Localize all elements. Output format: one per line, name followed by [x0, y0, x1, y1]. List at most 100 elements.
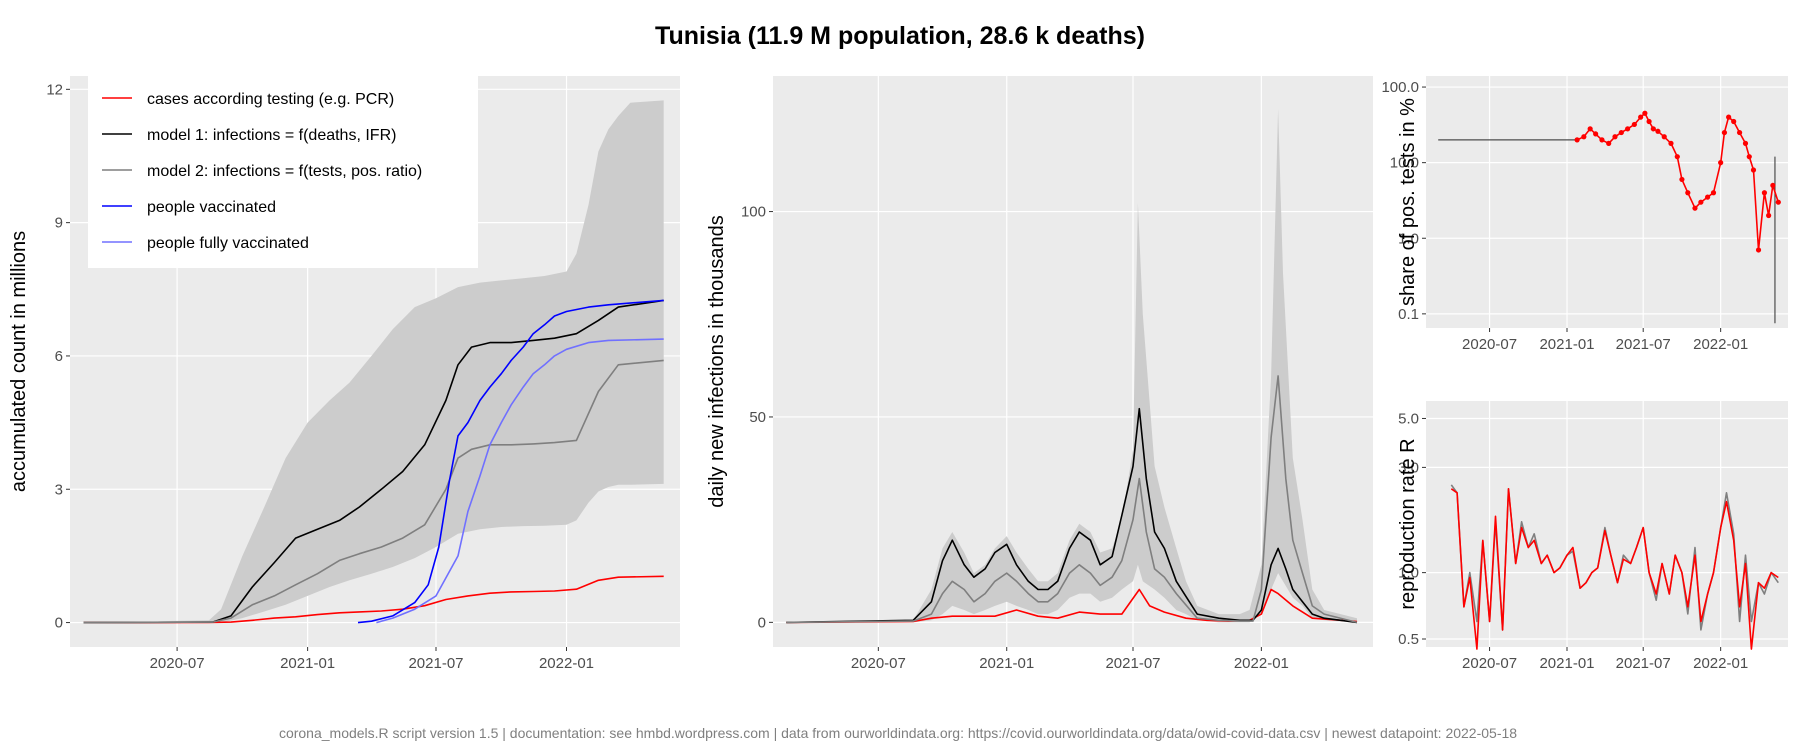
- x-tick-label: 2021-01: [979, 655, 1034, 672]
- y-tick-label: 3: [55, 481, 63, 498]
- accumulated-count-chart: 0 3 6 9 12 2020-07 2021-01 2021-07 2022-01 accumu…: [8, 76, 680, 672]
- uncertainty-ribbon: [786, 108, 1357, 623]
- data-point: [1625, 126, 1631, 132]
- x-tick-label: 2021-07: [408, 655, 463, 672]
- data-point: [1766, 212, 1772, 219]
- data-point: [1646, 118, 1652, 125]
- x-tick-label: 2022-01: [1234, 655, 1289, 672]
- y-tick-label: 10.0: [1390, 155, 1419, 172]
- data-point: [1692, 205, 1698, 211]
- data-point: [1668, 140, 1674, 146]
- data-point: [1650, 126, 1656, 132]
- y-tick-label: 100: [741, 204, 766, 221]
- y-tick-label: 12: [46, 81, 63, 98]
- y-tick-label: 0.1: [1398, 306, 1419, 323]
- x-tick-label: 2020-07: [1462, 655, 1517, 672]
- chart-title: Tunisia (11.9 M population, 28.6 k death…: [655, 22, 1145, 50]
- plot-panel: [1426, 401, 1788, 647]
- plot-panel: [1426, 76, 1788, 328]
- x-tick-label: 2021-01: [1539, 336, 1594, 353]
- footer-note: corona_models.R script version 1.5 | doc…: [279, 725, 1517, 741]
- x-tick-label: 2021-01: [280, 655, 335, 672]
- x-tick-label: 2021-07: [1616, 655, 1671, 672]
- data-point: [1618, 129, 1624, 136]
- data-point: [1718, 160, 1724, 166]
- data-point: [1710, 190, 1717, 196]
- data-point: [1574, 137, 1580, 143]
- x-tick-label: 2020-07: [1462, 336, 1517, 353]
- legend-label: model 2: infections = f(tests, pos. rati…: [147, 163, 422, 180]
- legend: cases according testing (e.g. PCR) model …: [88, 76, 478, 268]
- legend-label: people fully vaccinated: [147, 235, 309, 252]
- y-tick-label: 0.5: [1398, 631, 1419, 648]
- series-line-model-1-infections-f-deaths-ifr: [83, 299, 664, 624]
- data-point: [1679, 176, 1685, 183]
- series-line-people-vaccinated: [357, 299, 664, 624]
- legend-label: people vaccinated: [147, 199, 276, 216]
- data-point: [1638, 114, 1644, 120]
- data-point: [1642, 110, 1648, 116]
- series-line-series-1: [1450, 487, 1779, 650]
- y-tick-label: 3.0: [1398, 459, 1419, 476]
- y-axis-title: accumulated count in millions: [8, 231, 30, 492]
- positive-test-share-chart: 0.1 1.0 10.0 100.0 2020-07 2021-01 2021-07 2022…: [1381, 76, 1788, 353]
- data-point: [1726, 114, 1732, 120]
- data-point: [1761, 190, 1768, 196]
- data-point: [1599, 137, 1605, 143]
- data-point: [1731, 118, 1737, 125]
- y-tick-label: 0: [55, 615, 63, 632]
- series-line-cases-according-testing-e-g-pcr: [786, 588, 1358, 624]
- data-point: [1750, 167, 1757, 173]
- data-point: [1721, 129, 1728, 136]
- x-tick-label: 2020-07: [150, 655, 205, 672]
- series-line-model-1-infections-f-deaths-ifr: [786, 407, 1358, 624]
- data-point: [1655, 128, 1661, 134]
- reproduction-rate-chart: 0.5 1.0 3.0 5.0 2020-07 2021-01 2021-07 2022-01…: [1397, 401, 1788, 672]
- daily-new-infections-chart: 0 50 100 2020-07 2021-01 2021-07 2022-01 daily …: [706, 76, 1373, 672]
- y-tick-label: 1.0: [1398, 565, 1419, 582]
- y-tick-label: 1.0: [1398, 230, 1419, 247]
- data-point: [1746, 154, 1752, 160]
- data-point: [1661, 134, 1667, 140]
- y-tick-label: 6: [55, 348, 63, 365]
- series-line-people-fully-vaccinated: [376, 338, 664, 624]
- x-tick-label: 2022-01: [1693, 655, 1748, 672]
- x-tick-label: 2021-07: [1105, 655, 1160, 672]
- y-axis-title: share of pos. tests in %: [1397, 98, 1419, 306]
- y-tick-label: 100.0: [1381, 79, 1419, 96]
- data-point: [1674, 154, 1680, 160]
- series-line-model-2-infections-f-tests-pos-ratio: [83, 359, 664, 624]
- legend-box: [88, 76, 478, 268]
- data-point: [1736, 129, 1743, 136]
- data-point: [1606, 140, 1612, 146]
- data-point: [1612, 134, 1618, 140]
- series-line-model-2-infections-f-tests-pos-ratio: [786, 375, 1358, 624]
- data-point: [1698, 199, 1704, 205]
- data-point: [1755, 247, 1762, 253]
- data-point: [1770, 182, 1776, 189]
- x-tick-label: 2022-01: [539, 655, 594, 672]
- data-point: [1705, 194, 1711, 200]
- x-tick-label: 2020-07: [851, 655, 906, 672]
- y-axis-title: daily new infections in thousands: [706, 215, 728, 507]
- data-point: [1631, 121, 1637, 128]
- y-tick-label: 50: [749, 409, 766, 426]
- data-point: [1581, 134, 1587, 140]
- x-tick-label: 2021-01: [1539, 655, 1594, 672]
- y-tick-label: 5.0: [1398, 410, 1419, 427]
- y-tick-label: 0: [758, 614, 766, 631]
- data-point: [1593, 131, 1599, 137]
- legend-label: cases according testing (e.g. PCR): [147, 91, 394, 108]
- y-tick-label: 9: [55, 215, 63, 232]
- data-point: [1685, 190, 1691, 196]
- y-axis-title: reproduction rate R: [1397, 438, 1419, 609]
- uncertainty-ribbon: [83, 100, 664, 623]
- series-line-cases-according-testing-e-g-pcr: [83, 575, 664, 624]
- legend-label: model 1: infections = f(deaths, IFR): [147, 127, 396, 144]
- data-point: [1742, 140, 1749, 146]
- data-point: [1775, 199, 1781, 205]
- data-point: [1587, 126, 1593, 132]
- x-tick-label: 2021-07: [1616, 336, 1671, 353]
- x-tick-label: 2022-01: [1693, 336, 1748, 353]
